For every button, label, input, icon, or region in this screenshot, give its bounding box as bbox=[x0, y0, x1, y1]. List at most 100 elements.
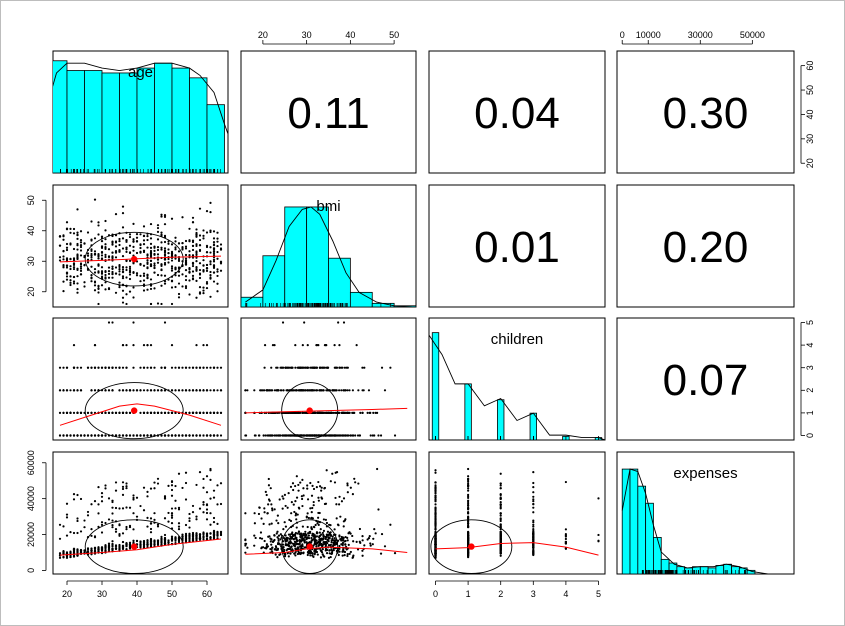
scatter-point bbox=[376, 411, 379, 414]
scatter-point bbox=[379, 434, 383, 437]
scatter-point bbox=[279, 389, 282, 392]
histogram-bar-age-2 bbox=[84, 70, 103, 173]
scatter-point bbox=[284, 543, 287, 546]
scatter-point bbox=[202, 477, 205, 481]
scatter-point bbox=[125, 266, 128, 269]
scatter-point bbox=[114, 530, 118, 533]
scatter-point bbox=[65, 272, 69, 275]
scatter-point bbox=[332, 548, 335, 552]
scatter-point bbox=[291, 482, 295, 485]
scatter-point bbox=[142, 434, 146, 437]
scatter-point bbox=[298, 366, 302, 369]
scatter-point bbox=[153, 287, 156, 290]
scatter-point bbox=[62, 250, 65, 253]
scatter-point bbox=[72, 389, 76, 392]
scatter-point bbox=[347, 543, 350, 547]
panel-children-age bbox=[52, 317, 229, 441]
scatter-point bbox=[198, 389, 202, 392]
scatter-point bbox=[76, 493, 79, 497]
scatter-point bbox=[284, 434, 287, 437]
scatter-point bbox=[114, 251, 118, 254]
scatter-point bbox=[499, 482, 502, 485]
scatter-point bbox=[104, 487, 107, 490]
scatter-point bbox=[281, 434, 284, 437]
scatter-point bbox=[467, 506, 470, 509]
scatter-point bbox=[177, 292, 181, 296]
scatter-point bbox=[499, 537, 502, 540]
scatter-point bbox=[434, 541, 437, 544]
scatter-point bbox=[76, 519, 79, 523]
scatter-point bbox=[118, 411, 121, 414]
scatter-point bbox=[270, 366, 273, 369]
scatter-point bbox=[90, 220, 93, 223]
scatter-point bbox=[149, 434, 153, 437]
scatter-point bbox=[90, 248, 93, 251]
scatter-point bbox=[309, 434, 312, 437]
scatter-point bbox=[93, 267, 97, 271]
histogram-bar-bmi-2 bbox=[284, 206, 308, 307]
scatter-point bbox=[346, 539, 349, 542]
scatter-point bbox=[369, 544, 372, 547]
scatter-point bbox=[69, 231, 72, 234]
scatter-point bbox=[174, 411, 177, 414]
tick-label: 20 bbox=[26, 287, 36, 297]
scatter-point bbox=[393, 552, 397, 555]
scatter-point bbox=[499, 492, 502, 496]
scatter-point bbox=[467, 489, 470, 492]
scatter-point bbox=[146, 539, 149, 542]
scatter-point bbox=[219, 530, 223, 533]
scatter-point bbox=[291, 411, 295, 414]
scatter-point bbox=[202, 501, 205, 504]
scatter-point bbox=[564, 480, 567, 484]
scatter-point bbox=[219, 366, 223, 369]
tick-label: 30000 bbox=[688, 30, 713, 40]
scatter-point bbox=[135, 496, 139, 499]
scatter-point bbox=[121, 532, 125, 535]
scatter-point bbox=[320, 486, 323, 489]
scatter-point bbox=[121, 389, 125, 392]
mean-point-bmi-children bbox=[306, 407, 313, 414]
scatter-point bbox=[93, 546, 97, 550]
scatter-point bbox=[188, 268, 191, 271]
scatter-point bbox=[289, 519, 293, 523]
scatter-point bbox=[100, 235, 104, 238]
scatter-point bbox=[65, 366, 69, 369]
scatter-point bbox=[212, 265, 216, 268]
scatter-point bbox=[153, 411, 156, 414]
scatter-point bbox=[93, 198, 97, 201]
scatter-point bbox=[202, 229, 205, 232]
scatter-point bbox=[434, 508, 437, 511]
scatter-point bbox=[114, 266, 118, 269]
scatter-point bbox=[149, 517, 153, 520]
scatter-point bbox=[111, 540, 114, 543]
scatter-point bbox=[170, 344, 174, 347]
scatter-point bbox=[293, 510, 296, 514]
scatter-point bbox=[156, 523, 160, 526]
scatter-point bbox=[299, 535, 303, 538]
scatter-point bbox=[286, 547, 289, 551]
scatter-point bbox=[276, 514, 279, 517]
scatter-point bbox=[65, 502, 69, 505]
scatter-point bbox=[153, 518, 156, 521]
scatter-point bbox=[146, 495, 149, 498]
scatter-point bbox=[216, 268, 219, 271]
scatter-point bbox=[287, 555, 290, 558]
scatter-point bbox=[467, 502, 470, 505]
scatter-point bbox=[181, 535, 184, 538]
scatter-point bbox=[76, 233, 79, 236]
scatter-point bbox=[72, 247, 76, 251]
scatter-point bbox=[132, 245, 135, 248]
scatter-point bbox=[434, 517, 437, 520]
scatter-point bbox=[146, 246, 149, 249]
scatter-point bbox=[202, 291, 205, 295]
scatter-point bbox=[118, 237, 121, 241]
scatter-point bbox=[216, 237, 219, 240]
scatter-point bbox=[219, 533, 223, 536]
scatter-point bbox=[100, 434, 104, 437]
scatter-point bbox=[184, 366, 188, 369]
scatter-point bbox=[142, 543, 146, 546]
scatter-point bbox=[139, 366, 142, 369]
scatter-point bbox=[104, 521, 107, 525]
scatter-point bbox=[329, 531, 332, 534]
